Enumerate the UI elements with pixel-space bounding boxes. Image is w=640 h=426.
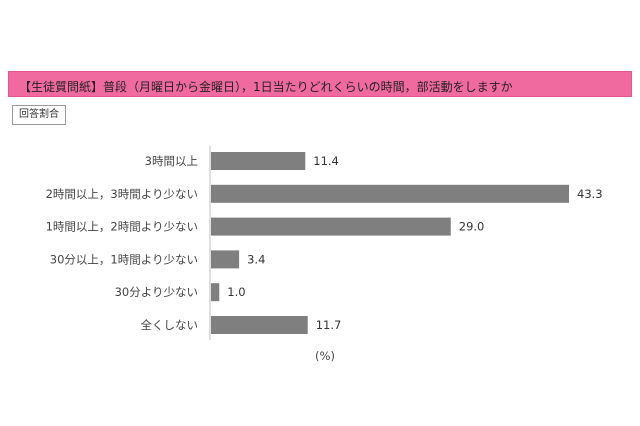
bar — [211, 217, 451, 236]
bar — [211, 316, 308, 334]
value-label: 3.4 — [247, 252, 265, 266]
category-label: 1時間以上，2時間より少ない — [46, 220, 198, 234]
bar — [211, 283, 220, 302]
category-label: 30分より少ない — [115, 285, 198, 299]
category-label: 30分以上，1時間より少ない — [50, 252, 198, 266]
value-label: 29.0 — [459, 220, 485, 234]
bars — [211, 152, 569, 334]
value-label: 43.3 — [577, 187, 603, 201]
bar — [211, 250, 240, 269]
bar — [211, 184, 569, 203]
value-label: 1.0 — [227, 285, 245, 299]
category-labels: 3時間以上 2時間以上，3時間より少ない 1時間以上，2時間より少ない 30分以上，1… — [46, 154, 198, 332]
answer-ratio-label: 回答割合 — [12, 105, 66, 125]
value-label: 11.7 — [316, 318, 342, 332]
chart-title-bar: 【生徒質問紙】普段（月曜日から金曜日），1日当たりどれくらいの時間，部活動をしま… — [8, 71, 632, 97]
chart-title: 【生徒質問紙】普段（月曜日から金曜日），1日当たりどれくらいの時間，部活動をしま… — [19, 80, 513, 94]
unit-label: (%) — [315, 349, 335, 363]
category-label: 全くしない — [141, 318, 199, 332]
value-labels: 11.4 43.3 29.0 3.4 1.0 11.7 — [227, 154, 602, 332]
value-label: 11.4 — [313, 154, 339, 168]
category-label: 2時間以上，3時間より少ない — [46, 187, 198, 201]
bar — [211, 152, 306, 170]
category-label: 3時間以上 — [145, 154, 198, 168]
